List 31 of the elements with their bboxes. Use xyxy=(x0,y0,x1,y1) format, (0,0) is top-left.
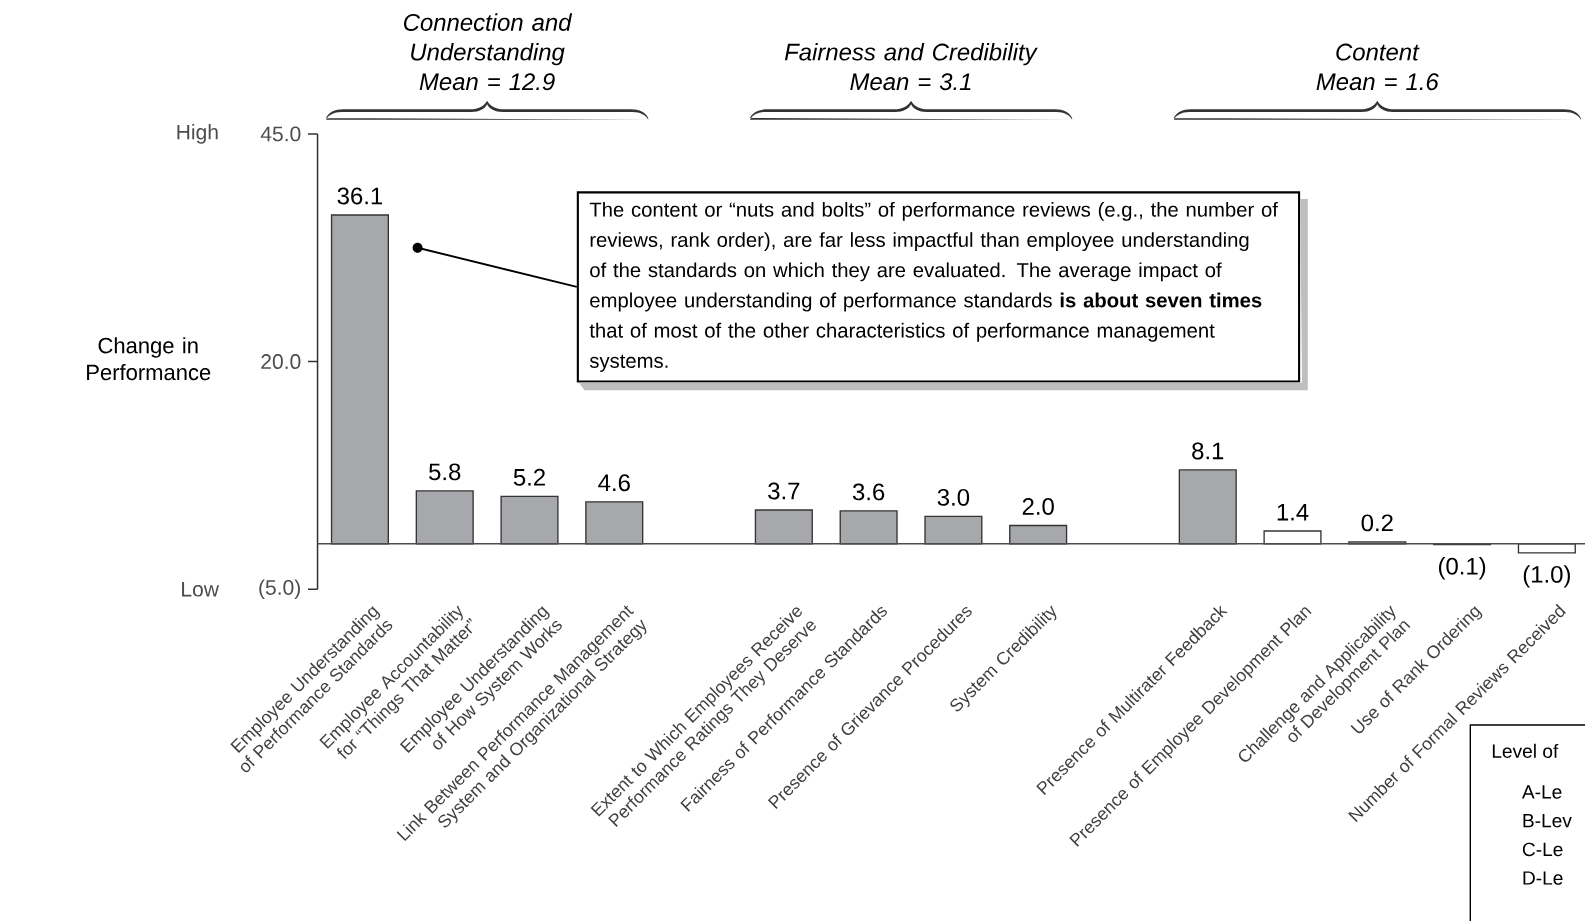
annotation: The content or “nuts and bolts” of performance reviews (e.g., the number of reviews, rank order), are far less impactful than employee understanding of the standards on which they are evaluated. The average impact of employee understanding of performance standards is about seven times that of most of the other characteristics of performance management systems. xyxy=(589,201,1278,372)
data-label: 1.4 xyxy=(1277,503,1309,521)
data-label: 2.0 xyxy=(1022,497,1054,515)
data-label: 5.2 xyxy=(513,468,545,486)
text: Mean = 12.9 xyxy=(419,73,555,91)
y-tick-label: 45.0 xyxy=(260,126,301,142)
text: D-Le xyxy=(1523,871,1563,885)
y-tick-label: (5.0) xyxy=(259,579,300,599)
data-label: 3.6 xyxy=(852,483,885,501)
text: Low xyxy=(182,581,220,597)
data-label: 36.1 xyxy=(337,187,383,205)
y-axis-title: Change in Performance xyxy=(87,337,211,381)
text: A-Le xyxy=(1521,785,1562,799)
data-label: 0.2 xyxy=(1361,514,1393,532)
data-label: 3.0 xyxy=(937,488,970,506)
text: C-Le xyxy=(1522,842,1563,857)
data-label: 4.6 xyxy=(598,474,630,492)
text: Content xyxy=(1336,43,1420,61)
text: High xyxy=(177,124,218,144)
data-label: (0.1) xyxy=(1438,557,1486,580)
text: Mean = 1.6 xyxy=(1316,73,1439,91)
text: Fairness and Credibility xyxy=(784,42,1038,66)
data-label: 3.7 xyxy=(768,482,800,500)
data-label: 8.1 xyxy=(1192,442,1224,460)
data-label: (1.0) xyxy=(1523,565,1570,588)
text: Mean = 3.1 xyxy=(850,73,971,91)
y-tick-label: 20.0 xyxy=(261,354,301,369)
text: Connection and Understanding xyxy=(404,13,573,66)
text: Level of xyxy=(1492,743,1559,758)
text: B-Lev xyxy=(1523,813,1572,828)
data-label: 5.8 xyxy=(429,463,461,481)
